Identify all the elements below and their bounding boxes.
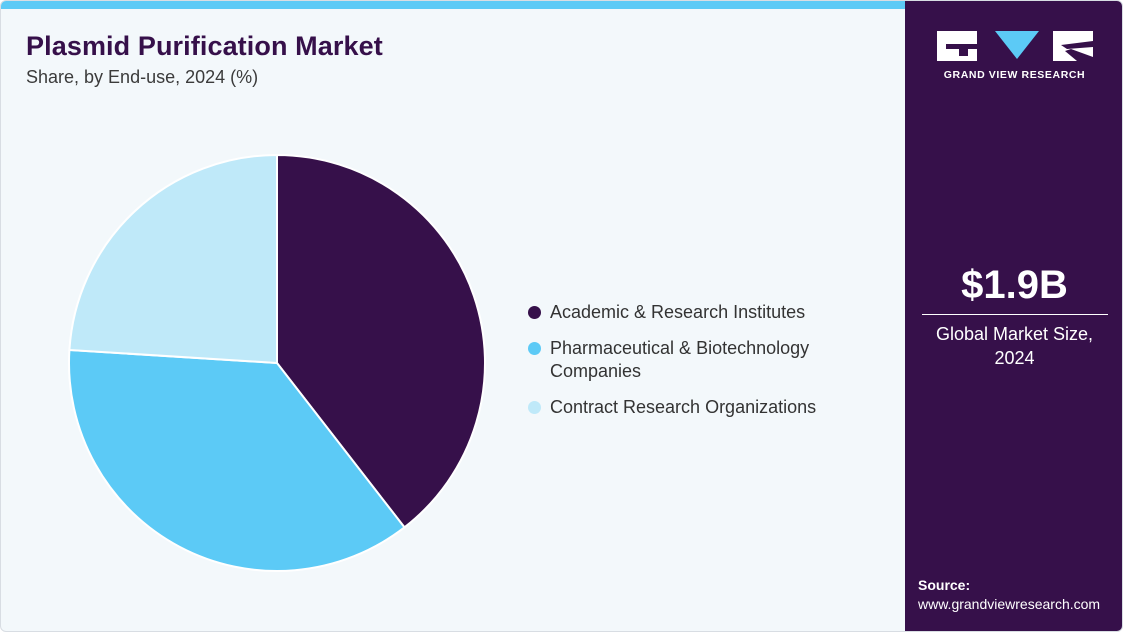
divider bbox=[922, 314, 1108, 315]
legend-item-1: Academic & Research Institutes bbox=[528, 301, 868, 324]
logo-text: GRAND VIEW RESEARCH bbox=[943, 69, 1086, 81]
pie-chart bbox=[68, 153, 486, 572]
market-size-label-line1: Global Market Size, bbox=[935, 324, 1094, 344]
summary-panel: GRAND VIEW RESEARCH $1.9B Global Market … bbox=[905, 1, 1122, 631]
legend-label: Pharmaceutical & Biotechnology Companies bbox=[550, 338, 810, 381]
legend-item-3: Contract Research Organizations bbox=[528, 396, 868, 419]
source-link[interactable]: www.grandviewresearch.com bbox=[918, 596, 1101, 612]
accent-bar bbox=[1, 1, 905, 9]
chart-title: Plasmid Purification Market bbox=[26, 31, 383, 61]
legend-swatch bbox=[528, 306, 541, 319]
pie-slice-3 bbox=[68, 153, 278, 365]
pie-slice-1 bbox=[276, 153, 486, 529]
chart-subtitle: Share, by End-use, 2024 (%) bbox=[26, 67, 259, 87]
market-size-label: Global Market Size, 2024 bbox=[905, 322, 1122, 370]
legend-item-2: Pharmaceutical & Biotechnology Companies bbox=[528, 337, 868, 383]
legend-label: Academic & Research Institutes bbox=[550, 302, 806, 322]
source-heading: Source: bbox=[918, 577, 971, 593]
gvr-logo-icon bbox=[937, 31, 1093, 61]
legend-swatch bbox=[528, 401, 541, 414]
market-size-label-line2: 2024 bbox=[994, 348, 1035, 368]
legend-label: Contract Research Organizations bbox=[550, 397, 817, 417]
legend-swatch bbox=[528, 342, 541, 355]
market-size-value: $1.9B bbox=[961, 263, 1068, 307]
pie-slice-2 bbox=[68, 348, 406, 572]
chart-legend: Academic & Research Institutes Pharmaceut… bbox=[528, 301, 868, 432]
